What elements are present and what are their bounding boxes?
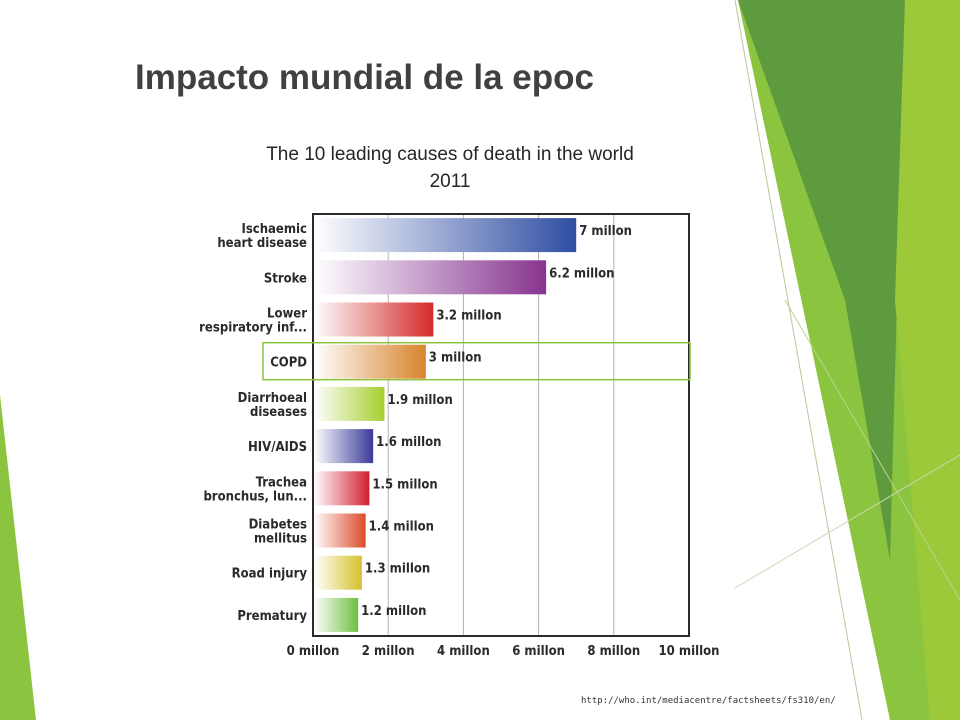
bar-value-label: 1.2 millon bbox=[361, 604, 426, 619]
bar-value-label: 3 millon bbox=[429, 351, 482, 366]
y-category-label: diseases bbox=[250, 405, 307, 420]
bar-value-label: 1.9 millon bbox=[387, 393, 452, 408]
bar-value-label: 6.2 millon bbox=[549, 266, 614, 281]
bar bbox=[314, 218, 577, 253]
copd-highlight-box bbox=[262, 341, 691, 381]
y-category-label: bronchus, lun... bbox=[203, 489, 307, 504]
chart-subtitle: 2011 bbox=[429, 171, 471, 192]
x-tick-label: 0 millon bbox=[287, 644, 340, 659]
y-category-label: heart disease bbox=[217, 236, 307, 251]
y-category-label: Prematury bbox=[237, 609, 307, 624]
x-tick-label: 2 millon bbox=[362, 644, 415, 659]
bar-value-label: 7 millon bbox=[579, 224, 632, 239]
y-category-label: Stroke bbox=[264, 271, 307, 286]
x-tick-label: 8 millon bbox=[587, 644, 640, 659]
y-category-label: Ischaemic bbox=[241, 222, 307, 237]
chart-title-block: The 10 leading causes of death in the wo… bbox=[200, 141, 700, 195]
bar-value-label: 1.4 millon bbox=[369, 520, 434, 535]
left-green-triangle bbox=[0, 395, 36, 720]
y-category-label: Diabetes bbox=[249, 518, 307, 533]
y-category-label: mellitus bbox=[254, 532, 307, 547]
thin-deco-line-1 bbox=[734, 0, 863, 720]
bar bbox=[314, 260, 547, 295]
bar bbox=[314, 344, 426, 379]
source-url: http://who.int/mediacentre/factsheets/fs… bbox=[581, 696, 836, 706]
x-tick-label: 4 millon bbox=[437, 644, 490, 659]
y-category-label: Road injury bbox=[232, 567, 308, 582]
slide-title: Impacto mundial de la epoc bbox=[135, 58, 594, 97]
thin-deco-line-3 bbox=[784, 299, 960, 601]
bar-value-label: 1.5 millon bbox=[372, 477, 437, 492]
y-category-label: Diarrhoeal bbox=[238, 391, 307, 406]
x-tick-label: 6 millon bbox=[512, 644, 565, 659]
right-dark-green-shape bbox=[738, 0, 905, 560]
y-category-label: HIV/AIDS bbox=[248, 440, 307, 455]
bar-value-label: 1.3 millon bbox=[365, 562, 430, 577]
bar-value-label: 1.6 millon bbox=[376, 435, 441, 450]
chart-title: The 10 leading causes of death in the wo… bbox=[266, 144, 634, 165]
bar bbox=[314, 597, 359, 632]
thin-deco-line-2 bbox=[734, 454, 960, 589]
y-category-label: COPD bbox=[270, 356, 307, 371]
y-category-label: Lower bbox=[267, 307, 307, 322]
x-tick-label: 10 millon bbox=[659, 644, 720, 659]
bar-value-label: 3.2 millon bbox=[436, 309, 501, 324]
bar bbox=[314, 513, 366, 548]
bar bbox=[314, 302, 434, 337]
plot-frame bbox=[312, 213, 690, 637]
bar bbox=[314, 471, 370, 506]
bar bbox=[314, 429, 374, 464]
y-category-label: respiratory inf... bbox=[199, 321, 307, 336]
bar bbox=[314, 555, 362, 590]
y-category-label: Trachea bbox=[256, 475, 307, 490]
bar bbox=[314, 386, 385, 421]
right-lime-strip bbox=[895, 0, 960, 720]
